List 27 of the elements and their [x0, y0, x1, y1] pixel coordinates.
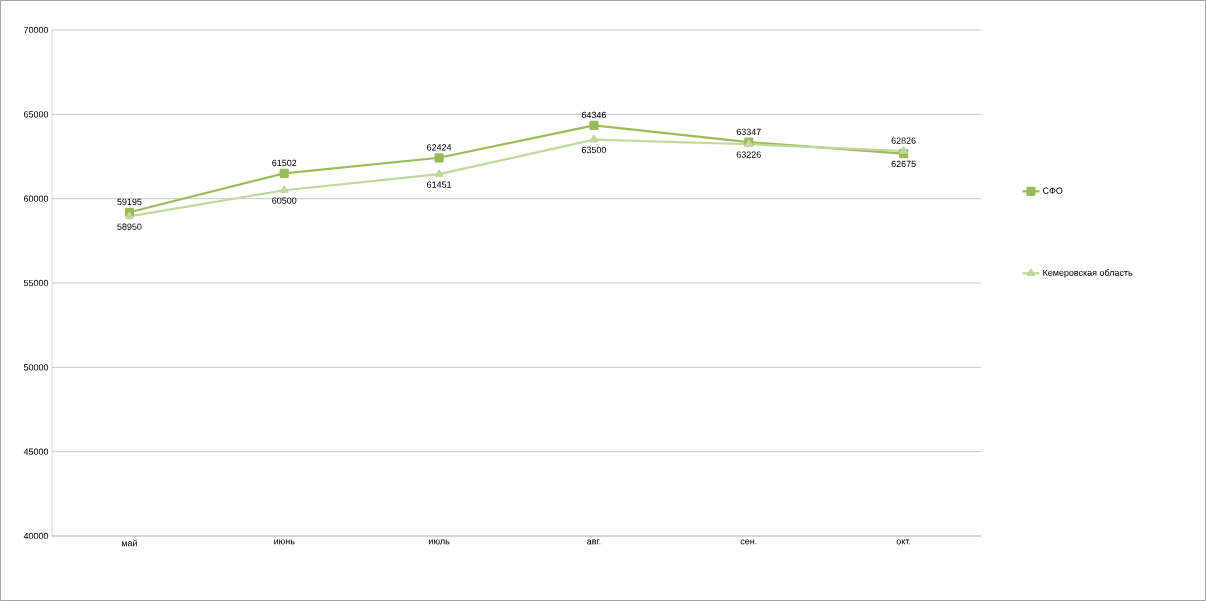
x-tick-label: июль: [428, 539, 450, 545]
data-label: 61502: [272, 159, 297, 167]
data-label: 58950: [117, 223, 142, 230]
x-tick-label: авг.: [587, 539, 601, 545]
data-label: 62424: [427, 144, 452, 151]
data-label: 62675: [891, 160, 916, 168]
y-tick-label: 70000: [24, 26, 49, 34]
y-tick-label: 60000: [24, 195, 49, 202]
data-label: 59195: [117, 198, 142, 206]
data-label: 62826: [891, 137, 916, 144]
x-tick-label: окт.: [896, 539, 911, 545]
y-tick-label: 40000: [23, 532, 49, 540]
x-tick-label: май: [121, 539, 137, 547]
data-label: 61451: [427, 181, 452, 188]
x-tick-label: июнь: [274, 539, 295, 545]
data-label: 64346: [581, 111, 606, 119]
y-tick-label: 55000: [23, 279, 49, 287]
data-label: 63347: [736, 128, 761, 136]
legend-label: СФО: [1043, 187, 1063, 194]
data-label: 63500: [581, 146, 607, 154]
x-tick-label: сен.: [740, 539, 757, 545]
y-tick-label: 50000: [23, 364, 49, 371]
data-label: 60500: [272, 197, 297, 204]
data-label: 63226: [736, 151, 761, 158]
legend-label: Кемеровская область: [1043, 269, 1133, 278]
y-tick-label: 45000: [23, 448, 49, 455]
y-tick-label: 65000: [24, 111, 49, 118]
